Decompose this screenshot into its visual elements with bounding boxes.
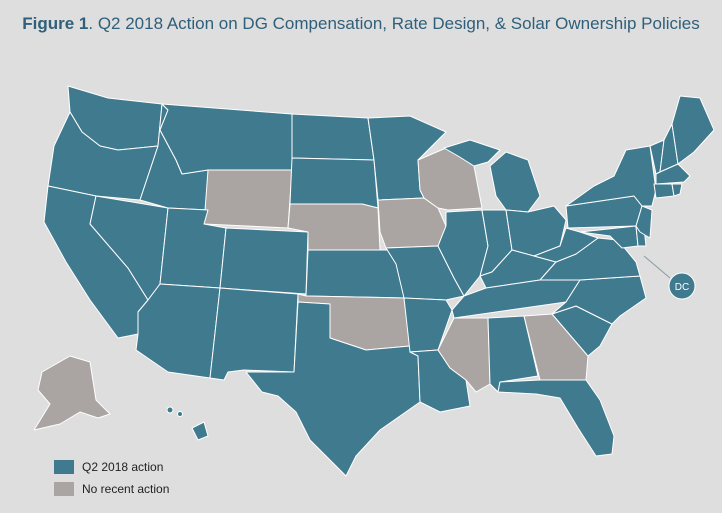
state-hi-small bbox=[166, 406, 174, 414]
legend-item-action: Q2 2018 action bbox=[54, 456, 169, 478]
state-wy bbox=[203, 169, 293, 229]
state-fl bbox=[497, 379, 615, 457]
state-co bbox=[219, 227, 309, 295]
state-ct bbox=[653, 183, 675, 199]
state-nm bbox=[209, 287, 299, 381]
state-hi-small bbox=[177, 411, 183, 417]
state-ar bbox=[403, 297, 453, 353]
state-ny bbox=[565, 145, 657, 207]
state-sd bbox=[289, 157, 379, 209]
state-wv bbox=[533, 227, 599, 263]
dc-label: DC bbox=[675, 282, 689, 293]
legend-label-action: Q2 2018 action bbox=[82, 460, 164, 474]
state-mi bbox=[489, 151, 541, 213]
legend-item-no-action: No recent action bbox=[54, 478, 169, 500]
state-nd bbox=[291, 113, 375, 161]
state-ga bbox=[523, 313, 589, 381]
state-hi bbox=[191, 421, 209, 441]
legend-swatch-action bbox=[54, 460, 74, 474]
state-tx bbox=[245, 301, 421, 477]
state-ks bbox=[305, 249, 405, 299]
state-nj bbox=[635, 205, 653, 239]
state-mt bbox=[159, 103, 293, 175]
dc-leader-line bbox=[643, 255, 671, 279]
state-dc bbox=[668, 272, 696, 300]
state-ri bbox=[671, 183, 683, 197]
legend-swatch-no-action bbox=[54, 482, 74, 496]
legend-label-no-action: No recent action bbox=[82, 482, 170, 496]
map-title: Figure 1. Q2 2018 Action on DG Compensat… bbox=[0, 12, 722, 36]
state-me bbox=[671, 95, 715, 165]
title-text: . Q2 2018 Action on DG Compensation, Rat… bbox=[88, 14, 700, 33]
state-ak bbox=[33, 355, 111, 431]
state-md bbox=[579, 225, 639, 249]
legend: Q2 2018 action No recent action bbox=[54, 456, 169, 500]
state-mi-up bbox=[443, 139, 501, 167]
figure-label: Figure 1 bbox=[22, 14, 89, 33]
